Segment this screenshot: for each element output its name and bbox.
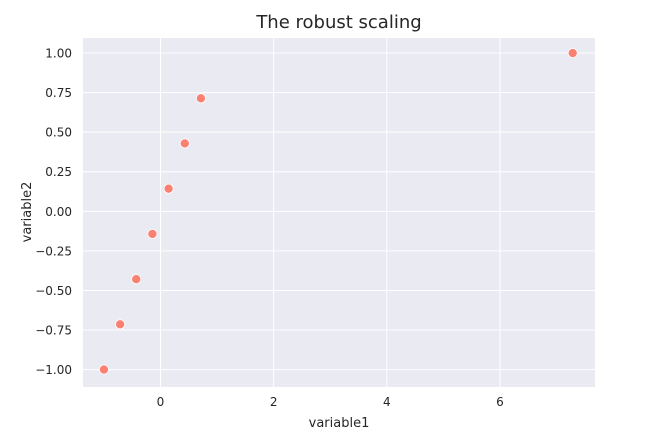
y-tick-label: 0.50 bbox=[45, 126, 72, 140]
x-tick-label: 2 bbox=[270, 395, 278, 409]
data-point bbox=[147, 228, 158, 239]
x-axis-label: variable1 bbox=[309, 416, 370, 431]
y-tick-label: 0.75 bbox=[45, 86, 72, 100]
x-tick-label: 0 bbox=[157, 395, 165, 409]
y-tick-label: −0.50 bbox=[35, 284, 72, 298]
y-tick-label: 0.00 bbox=[45, 205, 72, 219]
plot-area bbox=[83, 38, 595, 387]
y-tick-label: 1.00 bbox=[45, 47, 72, 61]
data-point bbox=[131, 274, 142, 285]
x-tick-label: 6 bbox=[496, 395, 504, 409]
data-point bbox=[195, 93, 206, 104]
x-tick-label: 4 bbox=[383, 395, 391, 409]
grid-lines bbox=[83, 38, 595, 387]
y-tick-label: −1.00 bbox=[35, 363, 72, 377]
y-tick-label: −0.75 bbox=[35, 324, 72, 338]
data-point bbox=[179, 138, 190, 149]
data-point bbox=[98, 364, 109, 375]
data-point bbox=[567, 48, 578, 59]
y-tick-label: −0.25 bbox=[35, 244, 72, 258]
data-point bbox=[115, 319, 126, 330]
data-points bbox=[98, 48, 578, 375]
data-point bbox=[163, 183, 174, 194]
x-tick-labels: 0 2 4 6 bbox=[157, 395, 504, 409]
y-tick-labels: −1.00 −0.75 −0.50 −0.25 0.00 0.25 0.50 0.75 1.00 bbox=[35, 47, 72, 378]
chart-title: The robust scaling bbox=[255, 12, 421, 33]
y-axis-label: variable2 bbox=[20, 182, 35, 243]
y-tick-label: 0.25 bbox=[45, 165, 72, 179]
